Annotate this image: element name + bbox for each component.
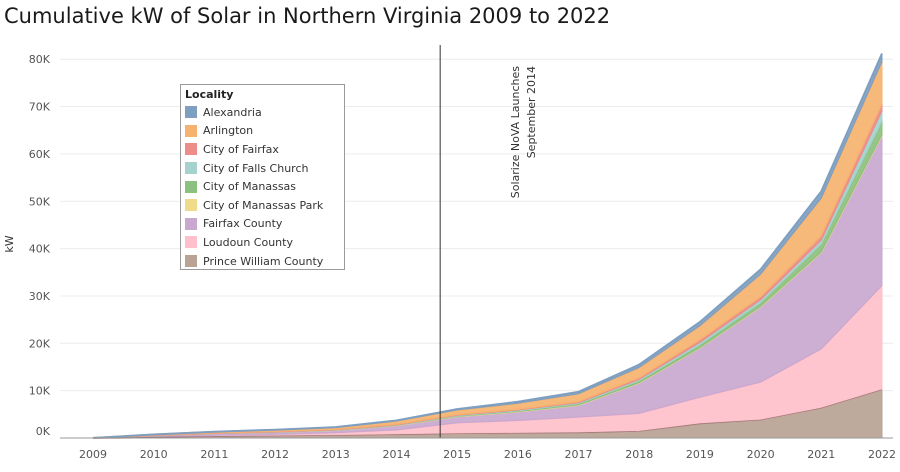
y-tick-label: 70K xyxy=(29,101,51,114)
x-tick-label: 2020 xyxy=(747,448,775,461)
y-tick-label: 40K xyxy=(29,243,51,256)
y-tick-label: 30K xyxy=(29,290,51,303)
x-tick-label: 2014 xyxy=(382,448,410,461)
axes: 0K 10K 20K 30K 40K 50K 60K 70K 80K 2009 2010 2011 20… xyxy=(29,53,896,461)
legend-item: Alexandria xyxy=(185,103,340,122)
legend-item: City of Falls Church xyxy=(185,159,340,178)
y-tick-label: 50K xyxy=(29,195,51,208)
chart-title: Cumulative kW of Solar in Northern Virgi… xyxy=(4,4,611,28)
y-axis-label: kW xyxy=(3,235,16,252)
y-tick-label: 20K xyxy=(29,337,51,350)
legend-label: City of Falls Church xyxy=(203,161,309,175)
legend-swatch xyxy=(185,236,197,249)
legend-item: City of Manassas Park xyxy=(185,196,340,215)
x-tick-label: 2022 xyxy=(868,448,896,461)
annotation-text: Solarize NoVA Launches xyxy=(509,66,522,199)
x-tick-label: 2011 xyxy=(200,448,228,461)
legend-label: Fairfax County xyxy=(203,217,283,231)
x-tick-label: 2021 xyxy=(807,448,835,461)
legend-label: Arlington xyxy=(203,124,254,138)
legend-swatch xyxy=(185,255,197,268)
y-tick-label: 80K xyxy=(29,53,51,66)
legend-item: Loudoun County xyxy=(185,233,340,252)
annotation-text: September 2014 xyxy=(525,66,538,158)
legend-label: Prince William County xyxy=(203,254,324,268)
legend-label: City of Fairfax xyxy=(203,142,279,156)
legend-item: City of Manassas xyxy=(185,177,340,196)
legend-title: Locality xyxy=(185,88,234,101)
x-tick-label: 2018 xyxy=(625,448,653,461)
y-tick-label: 60K xyxy=(29,148,51,161)
legend-item: Arlington xyxy=(185,122,340,141)
baseline-edge xyxy=(92,389,883,439)
legend-swatch xyxy=(185,217,197,230)
x-tick-label: 2015 xyxy=(443,448,471,461)
legend-item: Fairfax County xyxy=(185,215,340,234)
x-tick-label: 2010 xyxy=(140,448,168,461)
stacked-areas xyxy=(92,53,883,439)
legend-label: Loudoun County xyxy=(203,235,293,249)
x-tick-label: 2009 xyxy=(79,448,107,461)
annotation-layer: Solarize NoVA Launches September 2014 xyxy=(439,45,538,438)
legend-swatch xyxy=(185,180,197,193)
legend-items: Alexandria Arlington City of Fairfax City o… xyxy=(185,103,340,270)
legend-item: City of Fairfax xyxy=(185,140,340,159)
legend-label: City of Manassas Park xyxy=(203,198,324,212)
legend-label: Alexandria xyxy=(203,105,262,119)
legend: Locality Alexandria Arlington City of Fair… xyxy=(180,84,345,270)
legend-swatch xyxy=(185,106,197,119)
x-tick-label: 2012 xyxy=(261,448,289,461)
legend-swatch xyxy=(185,124,197,137)
x-tick-label: 2017 xyxy=(565,448,593,461)
series-line-alexandria xyxy=(92,53,883,439)
x-tick-label: 2019 xyxy=(686,448,714,461)
legend-swatch xyxy=(185,199,197,212)
legend-label: City of Manassas xyxy=(203,180,297,194)
y-tick-label: 0K xyxy=(36,425,51,438)
legend-item: Prince William County xyxy=(185,252,340,271)
legend-swatch xyxy=(185,162,197,175)
x-tick-label: 2016 xyxy=(504,448,532,461)
y-tick-label: 10K xyxy=(29,385,51,398)
legend-swatch xyxy=(185,143,197,156)
x-tick-label: 2013 xyxy=(322,448,350,461)
